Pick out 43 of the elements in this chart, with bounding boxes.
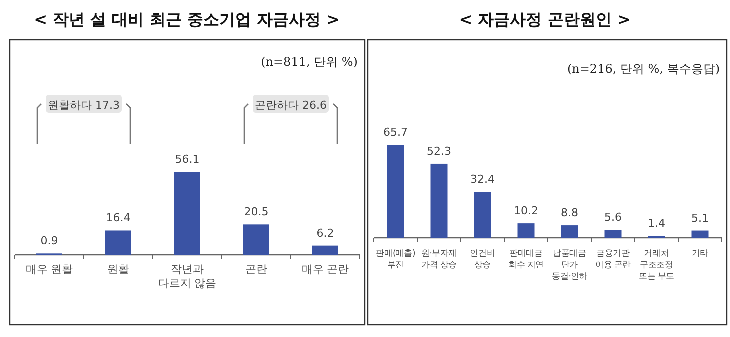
data-label: 8.8 (561, 206, 578, 220)
data-label: 5.6 (604, 211, 622, 224)
x-tick-label: 거래처 구조조정 또는 부도 (638, 249, 676, 282)
data-label: 52.3 (427, 144, 452, 158)
data-label: 65.7 (384, 126, 408, 139)
bar (474, 192, 492, 238)
x-tick-label: 판매대금 회수 지연 (508, 249, 544, 270)
data-label: 1.4 (648, 217, 666, 230)
bar (518, 224, 535, 238)
x-tick-label: 작년과 다르지 않음 (158, 263, 217, 290)
data-label: 0.9 (40, 234, 58, 248)
bar (561, 226, 578, 238)
x-tick-label: 금융기관 이용 곤란 (595, 249, 632, 270)
data-label: 5.1 (692, 212, 709, 225)
bar (244, 224, 270, 255)
chart-title: < 자금사정 곤란원인 > (459, 10, 631, 29)
chart-title: < 작년 설 대비 최근 중소기업 자금사정 > (34, 10, 340, 29)
bar (430, 164, 448, 238)
x-tick-label: 매우 곤란 (302, 263, 350, 276)
text: 곤란하다 26.6 (255, 99, 327, 112)
x-tick-label: 인건비 상승 (470, 249, 496, 270)
data-label: 16.4 (106, 212, 131, 225)
data-label: 10.2 (514, 204, 538, 218)
chart-subtitle: (n=811, 단위 %) (261, 55, 358, 69)
x-tick-label: 납품대금 단가 동결·인하 (552, 249, 588, 282)
x-tick-label: 판매(매출) 부진 (376, 249, 416, 270)
bar (174, 172, 200, 255)
x-tick-label: 원활 (108, 263, 130, 276)
x-tick-label: 기타 (692, 249, 710, 259)
data-label: 32.4 (470, 173, 495, 186)
data-label: 56.1 (175, 153, 200, 166)
data-label: 6.2 (316, 226, 334, 240)
x-tick-label: 매우 원활 (26, 263, 74, 276)
bar (312, 246, 338, 255)
chart-subtitle: (n=216, 단위 %, 복수응답) (567, 62, 720, 76)
bar (387, 145, 404, 238)
x-tick-label: 곤란 (246, 263, 268, 276)
bar (604, 230, 622, 238)
bar (106, 230, 132, 255)
data-label: 20.5 (244, 206, 269, 219)
text: 원활하다 17.3 (48, 99, 120, 112)
bar (692, 230, 709, 238)
x-tick-label: 원·부자재 가격 상승 (421, 249, 458, 270)
